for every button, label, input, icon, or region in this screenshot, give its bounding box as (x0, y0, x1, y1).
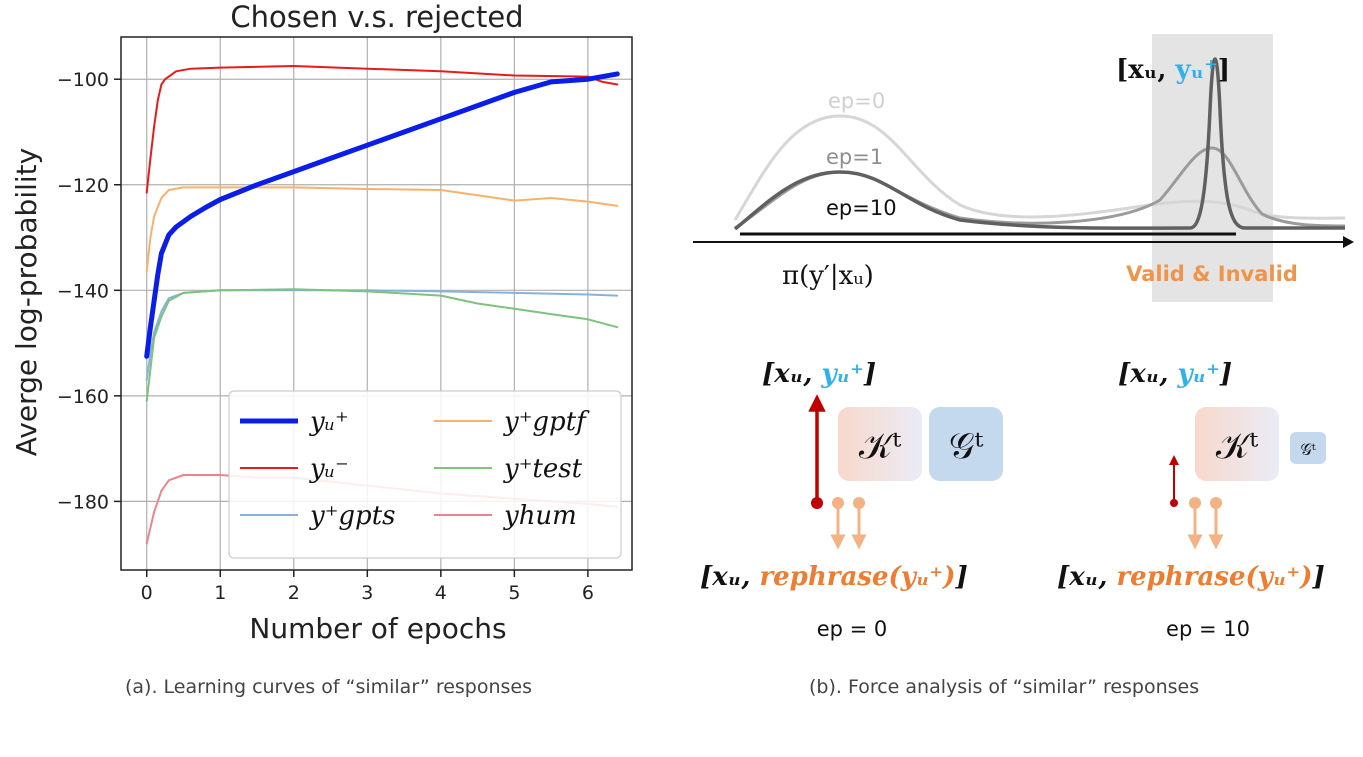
legend: yᵤ⁺ yᵤ⁻ y⁺gpts y⁺gptf y⁺test yhum (228, 390, 622, 559)
y-tick-label: −180 (57, 491, 109, 513)
bottom-label: [xᵤ, rephrase(yᵤ⁺)] (700, 562, 968, 592)
label-ep0: ep=0 (828, 89, 885, 113)
chart-title: Chosen v.s. rejected (230, 0, 523, 34)
series-line-y-gpts-- (145, 289, 619, 381)
y-tick-label: −140 (57, 280, 109, 302)
plot-frame (120, 36, 633, 571)
series-line-y-test-- (145, 288, 619, 403)
red-force-origin (811, 497, 823, 509)
y-ticks: −180 −160 −140 −120 −100 (57, 69, 121, 513)
bottom-label: [xᵤ, rephrase(yᵤ⁺)] (1057, 562, 1325, 592)
g-box (929, 407, 1003, 481)
y-axis-label: Averge log-probability (10, 148, 43, 456)
density-plot: ep=0 ep=1 ep=10 π(y′|xᵤ) Valid & Invalid… (693, 34, 1354, 302)
orange-force-arrows (1187, 497, 1224, 550)
legend-label: y⁺gpts (309, 501, 396, 531)
force-diagram-ep0: [xᵤ, yᵤ⁺] 𝒦ᵗ 𝒢ᵗ [xᵤ, rephrase(yᵤ⁺)] ep =… (700, 359, 1003, 641)
k-box (1195, 407, 1279, 481)
k-label: 𝒦ᵗ (859, 426, 901, 467)
x-tick-label: 3 (361, 582, 373, 604)
x-tick-label: 6 (582, 582, 594, 604)
highlight-label: Valid & Invalid (1126, 262, 1298, 286)
legend-label: yᵤ⁻ (309, 454, 349, 484)
series-line-y-gptf-- (145, 186, 619, 273)
chart-a: Chosen v.s. rejected 0 1 2 3 4 5 6 −180 −160 −14… (10, 0, 633, 645)
x-tick-label: 4 (435, 582, 447, 604)
top-label: [xᵤ, yᵤ⁺] (762, 359, 876, 389)
orange-force-arrows (830, 497, 867, 550)
legend-label: y⁺test (503, 454, 583, 484)
label-ep10: ep=10 (826, 196, 897, 220)
g-box (1290, 432, 1326, 464)
curve-ep10 (733, 57, 1345, 231)
legend-label: yᵤ⁺ (309, 407, 349, 437)
caption-a: (a). Learning curves of “similar” respon… (125, 676, 533, 698)
force-diagram-ep10: [xᵤ, yᵤ⁺] 𝒦ᵗ 𝒢ᵗ [xᵤ, rephrase(yᵤ⁺)] ep =… (1057, 359, 1326, 641)
curve-ep0 (733, 114, 1346, 221)
x-axis-label: Number of epochs (249, 612, 506, 645)
legend-label: yhum (503, 501, 577, 531)
peak-label: [xᵤ, yᵤ⁺] (1116, 55, 1230, 85)
g-label: 𝒢ᵗ (1300, 440, 1315, 459)
x-axis-arrow-icon (1343, 236, 1354, 248)
series-line-y-u-- (145, 65, 619, 194)
k-box (838, 407, 922, 481)
epoch-label: ep = 10 (1166, 617, 1250, 641)
x-tick-label: 0 (141, 582, 153, 604)
x-tick-label: 5 (508, 582, 520, 604)
caption-b: (b). Force analysis of “similar” respons… (809, 676, 1200, 698)
epoch-label: ep = 0 (817, 617, 888, 641)
y-tick-label: −160 (57, 386, 109, 408)
x-ticks: 0 1 2 3 4 5 6 (141, 570, 594, 604)
x-tick-label: 1 (214, 582, 226, 604)
k-label: 𝒦ᵗ (1216, 426, 1258, 467)
y-tick-label: −120 (57, 175, 109, 197)
g-label: 𝒢ᵗ (949, 426, 984, 467)
x-tick-label: 2 (288, 582, 300, 604)
policy-axis-label: π(y′|xᵤ) (782, 261, 874, 291)
series-line-y-u-- (144, 71, 620, 359)
label-ep1: ep=1 (826, 145, 883, 169)
legend-label: y⁺gptf (503, 407, 590, 437)
y-tick-label: −100 (57, 69, 109, 91)
red-force-origin (1170, 499, 1178, 507)
top-label: [xᵤ, yᵤ⁺] (1118, 359, 1232, 389)
